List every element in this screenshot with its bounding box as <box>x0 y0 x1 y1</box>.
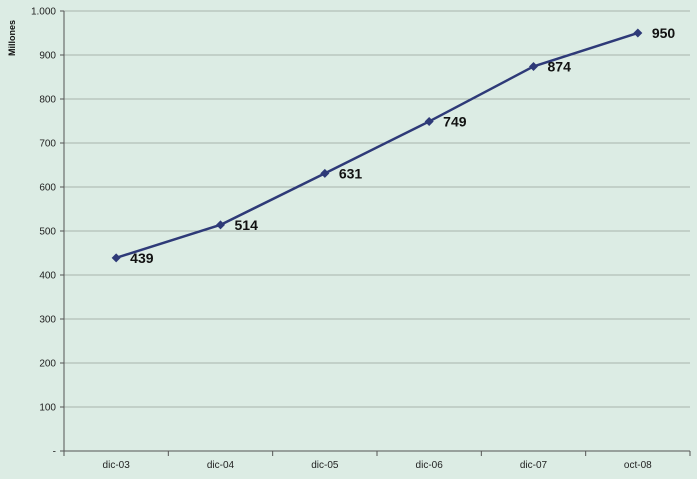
x-tick-label: dic-05 <box>311 460 339 471</box>
y-tick-label: 300 <box>39 315 56 326</box>
grid-lines <box>64 10 690 408</box>
y-tick-label: 200 <box>39 359 56 370</box>
series-line-path <box>115 31 639 260</box>
data-point-marker <box>529 61 538 71</box>
y-tick-label: 600 <box>39 183 56 194</box>
y-tick-label: - <box>53 447 56 458</box>
x-tick-label: dic-04 <box>207 460 235 471</box>
x-tick-label: dic-06 <box>416 460 444 471</box>
y-tick-label: 700 <box>39 139 56 150</box>
data-point-marker <box>320 168 330 178</box>
y-tick-labels: - 100 200 300 400 500 600 700 800 900 1.000 <box>31 7 56 458</box>
x-tick-labels: dic-03 dic-04 dic-05 dic-06 dic-07 oct-08 <box>103 460 653 471</box>
data-labels: 439 514 631 749 874 950 <box>130 25 675 266</box>
data-label: 631 <box>339 165 363 181</box>
y-tick-label: 800 <box>39 95 56 106</box>
x-tick-label: dic-03 <box>103 460 131 471</box>
data-label: 874 <box>548 58 572 74</box>
data-label: 439 <box>130 250 154 266</box>
x-tick-label: oct-08 <box>624 460 652 471</box>
data-label: 950 <box>652 25 676 41</box>
y-tick-label: 400 <box>39 271 56 282</box>
x-tick-label: dic-07 <box>520 460 548 471</box>
y-tick-label: 100 <box>39 403 56 414</box>
y-axis-label: Millones <box>7 20 17 56</box>
data-point-marker <box>633 28 643 38</box>
y-tick-label: 1.000 <box>31 7 56 18</box>
data-label: 514 <box>235 217 259 233</box>
y-tick-label: 900 <box>39 51 56 62</box>
series-line <box>111 28 643 263</box>
data-label: 749 <box>443 113 467 129</box>
data-point-marker <box>424 116 434 126</box>
data-point-marker <box>216 220 225 230</box>
y-tick-label: 500 <box>39 227 56 238</box>
data-point-marker <box>111 253 121 263</box>
axes <box>60 10 691 456</box>
